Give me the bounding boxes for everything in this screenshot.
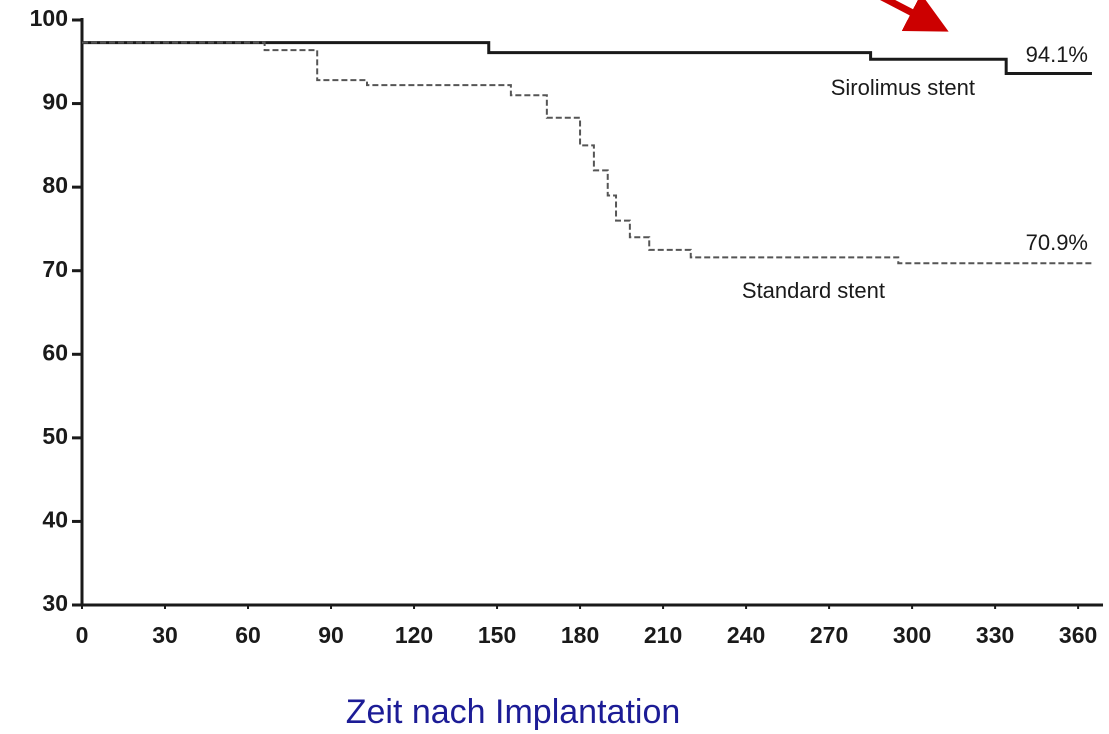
series-label: Standard stent	[742, 278, 885, 303]
x-tick-label: 30	[152, 622, 178, 648]
y-tick-label: 100	[30, 5, 68, 31]
arrow	[880, 0, 949, 32]
x-tick-label: 270	[810, 622, 848, 648]
x-tick-label: 240	[727, 622, 765, 648]
x-tick-label: 150	[478, 622, 516, 648]
y-tick-label: 60	[42, 339, 68, 365]
y-tick-label: 80	[42, 172, 68, 198]
y-tick-label: 30	[42, 590, 68, 616]
x-tick-label: 0	[76, 622, 89, 648]
y-tick-label: 50	[42, 423, 68, 449]
annotation: 70.9%	[1026, 230, 1088, 255]
y-tick-label: 70	[42, 256, 68, 282]
x-axis-title: Zeit nach Implantation	[346, 693, 681, 731]
series-line	[82, 41, 1092, 75]
series-line	[82, 41, 1092, 265]
x-tick-label: 60	[235, 622, 261, 648]
y-tick-label: 90	[42, 89, 68, 115]
x-tick-label: 120	[395, 622, 433, 648]
x-tick-label: 300	[893, 622, 931, 648]
x-tick-label: 330	[976, 622, 1014, 648]
annotation: 94.1%	[1026, 42, 1088, 67]
x-tick-label: 90	[318, 622, 344, 648]
x-tick-label: 180	[561, 622, 599, 648]
series-label: Sirolimus stent	[831, 75, 975, 100]
x-tick-label: 360	[1059, 622, 1097, 648]
x-tick-label: 210	[644, 622, 682, 648]
y-tick-label: 40	[42, 507, 68, 533]
